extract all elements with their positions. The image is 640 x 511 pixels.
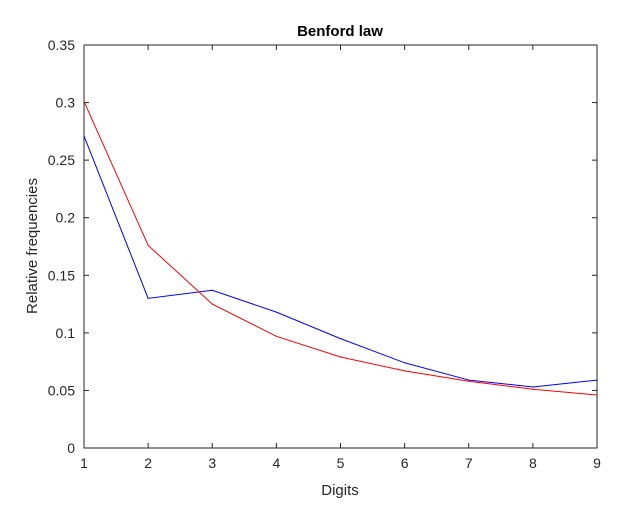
x-tick-label: 2 — [144, 455, 152, 471]
series-1-point — [83, 135, 85, 137]
series-2-point — [147, 244, 149, 246]
series-1-point — [532, 386, 534, 388]
plot-area — [83, 44, 598, 449]
series-1-point — [147, 297, 149, 299]
y-tick-label: 0.2 — [56, 210, 76, 226]
y-tick-label: 0.35 — [48, 37, 75, 53]
series-2-point — [275, 335, 277, 337]
chart-title: Benford law — [297, 23, 383, 40]
series-2-point — [468, 380, 470, 382]
x-tick-label: 8 — [529, 455, 537, 471]
series-2-point — [404, 370, 406, 372]
series-2-point — [83, 100, 85, 103]
series-layer — [83, 100, 598, 396]
series-2-point — [596, 394, 598, 396]
x-tick-label: 6 — [401, 455, 409, 471]
y-tick-label: 0.25 — [48, 152, 75, 168]
ticks-layer: 1 2 3 4 5 6 7 8 9 0 0.05 0.1 0.15 0.2 0.25 0.3 0.35 — [48, 37, 601, 471]
axes-box — [83, 44, 598, 449]
x-axis-label: Digits — [321, 482, 359, 499]
x-tick-label: 9 — [593, 455, 601, 471]
x-tick-label: 1 — [80, 455, 88, 471]
series-1-point — [211, 289, 213, 291]
x-tick-label: 3 — [208, 455, 216, 471]
series-2-point — [211, 303, 213, 305]
series-1-point — [339, 338, 342, 340]
x-tick-label: 5 — [337, 455, 345, 471]
y-tick-label: 0 — [67, 440, 75, 456]
y-axis-label: Relative frequencies — [24, 178, 41, 314]
series-2-point — [532, 388, 534, 390]
series-1-point — [275, 311, 277, 313]
series-1-point — [596, 379, 598, 381]
y-tick-label: 0.3 — [56, 95, 76, 111]
x-tick-label: 7 — [465, 455, 473, 471]
x-tick-label: 4 — [272, 455, 280, 471]
series-1-point — [468, 379, 470, 381]
series-2-point — [339, 356, 342, 358]
series-1-point — [404, 362, 406, 364]
y-tick-label: 0.05 — [48, 382, 75, 398]
y-tick-label: 0.1 — [56, 325, 76, 341]
y-tick-label: 0.15 — [48, 267, 75, 283]
